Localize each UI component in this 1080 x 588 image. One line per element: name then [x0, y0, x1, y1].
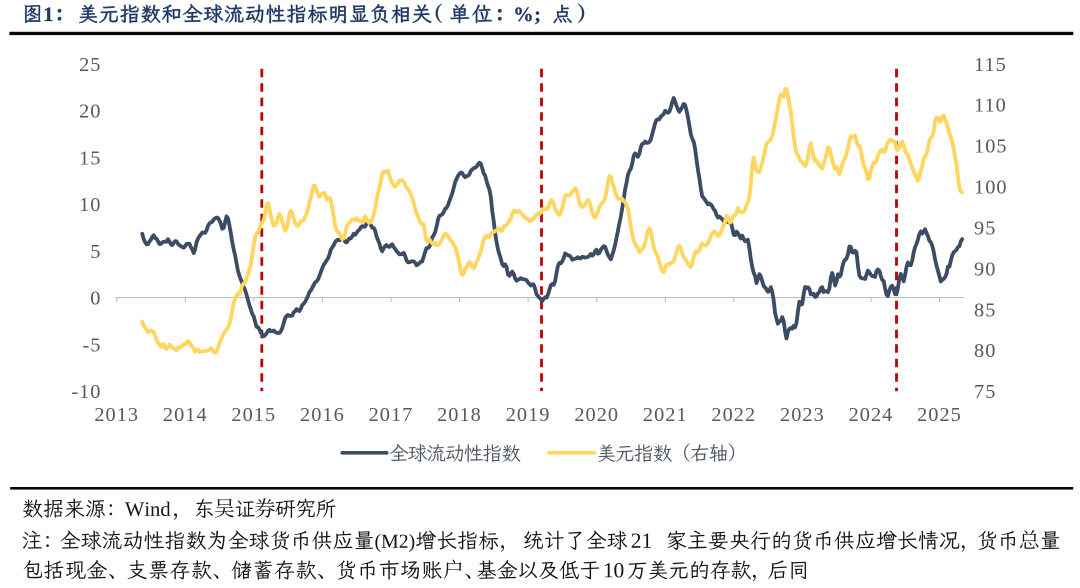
svg-text:2018: 2018 — [437, 404, 482, 426]
svg-text:2023: 2023 — [780, 404, 825, 426]
svg-text:2014: 2014 — [163, 404, 208, 426]
svg-text:15: 15 — [79, 147, 101, 169]
svg-text:2021: 2021 — [643, 404, 688, 426]
svg-text:2016: 2016 — [300, 404, 345, 426]
svg-text:2024: 2024 — [849, 404, 894, 426]
svg-text:5: 5 — [90, 241, 101, 263]
svg-text:-5: -5 — [83, 334, 102, 356]
svg-text:-10: -10 — [71, 381, 101, 403]
svg-text:10: 10 — [79, 194, 101, 216]
svg-text:90: 90 — [974, 258, 996, 280]
svg-text:2022: 2022 — [711, 404, 756, 426]
svg-text:2019: 2019 — [506, 404, 551, 426]
svg-text:2025: 2025 — [917, 404, 962, 426]
svg-text:85: 85 — [974, 299, 996, 321]
svg-text:2020: 2020 — [574, 404, 619, 426]
svg-text:110: 110 — [974, 95, 1007, 117]
svg-text:95: 95 — [974, 217, 996, 239]
svg-text:2013: 2013 — [94, 404, 139, 426]
svg-text:80: 80 — [974, 340, 996, 362]
svg-text:2015: 2015 — [231, 404, 276, 426]
svg-text:20: 20 — [79, 101, 101, 123]
svg-text:0: 0 — [90, 288, 101, 310]
svg-text:75: 75 — [974, 381, 996, 403]
svg-text:105: 105 — [974, 136, 1008, 158]
svg-text:100: 100 — [974, 177, 1008, 199]
svg-text:25: 25 — [79, 54, 101, 76]
svg-text:2017: 2017 — [369, 404, 414, 426]
svg-text:115: 115 — [974, 54, 1007, 76]
